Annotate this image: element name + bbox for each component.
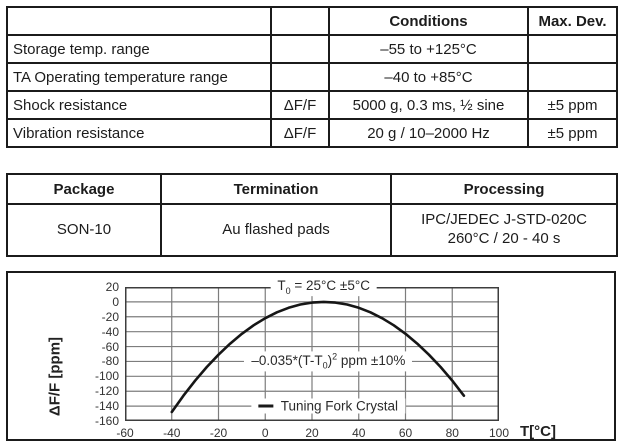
y-tick-label: 0 <box>112 294 119 309</box>
spec-param: TA Operating temperature range <box>6 62 272 92</box>
y-tick-label: -160 <box>94 414 119 428</box>
pkg-header-processing: Processing <box>390 173 618 205</box>
spec-conditions: –55 to +125°C <box>328 34 529 64</box>
spec-param: Vibration resistance <box>6 118 272 148</box>
x-tick-label: 60 <box>398 426 413 440</box>
package-table: Package Termination Processing SON-10 Au… <box>6 173 618 257</box>
y-tick-label: -60 <box>101 339 119 354</box>
x-tick-label: -40 <box>163 426 181 440</box>
spec-max-dev <box>527 34 618 64</box>
spec-param: Shock resistance <box>6 90 272 120</box>
frequency-deviation-chart: ΔF/F [ppm] T[°C] 20 0 -20 -40 -60 -80 -100 -120… <box>6 271 616 441</box>
legend-line-sample-icon <box>258 404 274 408</box>
pkg-processing-line1: IPC/JEDEC J-STD-020C <box>421 211 587 229</box>
spec-header-max-dev: Max. Dev. <box>527 6 618 36</box>
x-tick-label: 0 <box>261 426 269 440</box>
spec-header-empty-1 <box>6 6 272 36</box>
legend: Tuning Fork Crystal <box>251 398 405 414</box>
spec-conditions: 20 g / 10–2000 Hz <box>328 118 529 148</box>
table-row: SON-10 Au flashed pads IPC/JEDEC J-STD-0… <box>6 203 618 257</box>
x-tick-label: 100 <box>488 426 510 440</box>
legend-label: Tuning Fork Crystal <box>280 398 398 414</box>
package-table-header-row: Package Termination Processing <box>6 173 618 205</box>
x-tick-label: 40 <box>352 426 366 440</box>
x-tick-label: 80 <box>445 426 459 440</box>
x-tick-label: -20 <box>209 426 228 440</box>
x-tick-label: 20 <box>305 426 319 440</box>
spec-header-conditions: Conditions <box>328 6 529 36</box>
pkg-header-package: Package <box>6 173 162 205</box>
table-row: Shock resistance ΔF/F 5000 g, 0.3 ms, ½ … <box>6 90 618 120</box>
y-tick-label: -100 <box>94 369 119 384</box>
spec-table-header-row: Conditions Max. Dev. <box>6 6 618 36</box>
pkg-processing-line2: 260°C / 20 - 40 s <box>447 230 561 247</box>
spec-symbol <box>270 34 330 64</box>
spec-max-dev: ±5 ppm <box>527 118 618 148</box>
y-axis-title: ΔF/F [ppm] <box>46 336 64 417</box>
table-row: Storage temp. range –55 to +125°C <box>6 34 618 64</box>
spec-max-dev <box>527 62 618 92</box>
spec-conditions: 5000 g, 0.3 ms, ½ sine <box>328 90 529 120</box>
y-tick-label: 20 <box>105 280 119 294</box>
spec-table: Conditions Max. Dev. Storage temp. range… <box>6 6 618 148</box>
spec-conditions: –40 to +85°C <box>328 62 529 92</box>
y-tick-label: -140 <box>94 399 119 414</box>
y-tick-label: -20 <box>101 309 119 324</box>
x-tick-label: -60 <box>116 426 134 440</box>
pkg-processing-value: IPC/JEDEC J-STD-020C 260°C / 20 - 40 s <box>390 203 618 257</box>
spec-max-dev: ±5 ppm <box>527 90 618 120</box>
x-axis-title: T[°C] <box>520 423 556 440</box>
y-tick-label: -120 <box>94 384 119 399</box>
y-tick-label: -40 <box>101 324 119 339</box>
spec-symbol: ΔF/F <box>270 118 330 148</box>
spec-symbol: ΔF/F <box>270 90 330 120</box>
pkg-package-value: SON-10 <box>6 203 162 257</box>
plot-area <box>125 287 499 421</box>
table-row: Vibration resistance ΔF/F 20 g / 10–2000… <box>6 118 618 148</box>
parabola-formula-annotation: –0.035*(T-T0)2 ppm ±10% <box>244 351 413 372</box>
spec-param: Storage temp. range <box>6 34 272 64</box>
spec-symbol <box>270 62 330 92</box>
y-tick-label: -80 <box>101 354 119 369</box>
spec-header-empty-2 <box>270 6 330 36</box>
table-row: TA Operating temperature range –40 to +8… <box>6 62 618 92</box>
pkg-header-termination: Termination <box>160 173 392 205</box>
pkg-termination-value: Au flashed pads <box>160 203 392 257</box>
reference-temperature-annotation: T0 = 25°C ±5°C <box>270 278 378 296</box>
